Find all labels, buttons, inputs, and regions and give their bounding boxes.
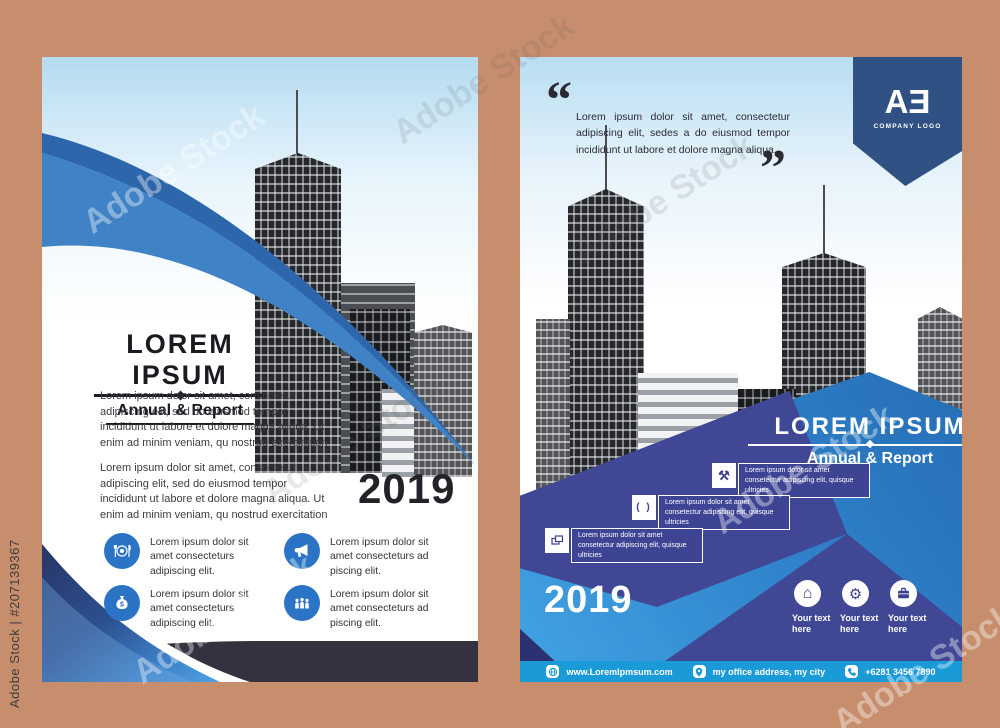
bottom-decoration (42, 525, 478, 682)
info-box-text: Lorem ipsum dolor sit amet consetectur a… (571, 528, 703, 564)
contact-phone: +6281 3456 7890 (865, 666, 936, 677)
dining-icon (104, 533, 140, 569)
phone-icon (845, 665, 859, 678)
contact-website: www.LoremIpmsum.com (566, 666, 673, 677)
antenna-spire (296, 90, 298, 156)
logo-label: COMPANY LOGO (873, 123, 942, 130)
megaphone-icon (284, 533, 320, 569)
title-block-right: LOREM IPSUM Annual & Report (748, 413, 962, 468)
briefcase-icon (890, 580, 917, 607)
antenna-spire (605, 125, 607, 191)
money-bag-icon: $ (104, 585, 140, 621)
diamond-ornament (865, 439, 875, 449)
body-paragraph: Lorem ipsum dolor sit amet, consectetur … (100, 390, 328, 449)
page-subtitle: Annual & Report (806, 450, 934, 467)
svg-text:$: $ (120, 602, 124, 609)
contact-bar: www.LoremIpmsum.com my office address, m… (520, 661, 962, 682)
code-icon: ( ) (632, 495, 656, 520)
people-icon (284, 585, 320, 621)
brochure-page-right: “ Lorem ipsum dolor sit amet, consectetu… (520, 57, 962, 682)
info-item-label: Your text here (888, 613, 927, 635)
year-label: 2019 (358, 465, 456, 512)
tools-icon: ⚒ (712, 463, 736, 488)
feature-text: Lorem ipsum dolor sit amet consecteturs … (150, 589, 249, 629)
feature-item: Lorem ipsum dolor sit amet consecteturs … (104, 533, 274, 579)
gear-icon: ⚙ (842, 580, 869, 607)
info-box: Lorem ipsum dolor sit amet consetectur a… (545, 528, 703, 564)
page-title: LOREM IPSUM (126, 329, 234, 390)
info-box: ⚒ Lorem ipsum dolor sit amet consetectur… (712, 463, 870, 499)
close-quote-mark: ” (760, 140, 786, 197)
blue-swoosh (42, 133, 475, 465)
info-box-text: Lorem ipsum dolor sit amet consetectur a… (658, 495, 790, 531)
open-quote-mark: “ (546, 72, 572, 129)
quote-text: Lorem ipsum dolor sit amet, consectetur … (576, 111, 790, 156)
contact-address: my office address, my city (712, 666, 826, 677)
location-pin-icon (692, 665, 706, 678)
info-item-label: Your text here (840, 613, 879, 635)
feature-item: $ Lorem ipsum dolor sit amet consectetur… (104, 585, 274, 631)
globe-icon (546, 665, 560, 678)
logo-mark: AƎ (884, 83, 931, 120)
antenna-spire (823, 185, 825, 255)
info-box-text: Lorem ipsum dolor sit amet consetectur a… (738, 463, 870, 499)
title-block-left: LOREM IPSUM Annual & Report (94, 329, 266, 425)
info-item: Your text here (888, 580, 936, 636)
info-item: ⌂ Your text here (792, 580, 840, 636)
subtitle-underline (106, 423, 254, 425)
brochure-page-left: LOREM IPSUM Annual & Report Lorem ipsum … (42, 57, 478, 682)
year-label: 2019 (544, 579, 633, 621)
feature-text: Lorem ipsum dolor sit amet consecteturs … (150, 537, 249, 577)
title-underline (748, 444, 962, 446)
page-title: LOREM IPSUM (774, 413, 962, 440)
info-item-label: Your text here (792, 613, 831, 635)
info-box: ( ) Lorem ipsum dolor sit amet consetect… (632, 495, 790, 531)
feature-text: Lorem ipsum dolor sit amet consecteturs … (330, 537, 429, 577)
skyscraper (382, 389, 414, 477)
info-item: ⚙ Your text here (840, 580, 888, 636)
feature-item: Lorem ipsum dolor sit amet consecteturs … (284, 533, 454, 579)
stock-id-label: Adobe Stock | #207139367 (7, 539, 22, 708)
copy-icon (545, 528, 569, 553)
home-icon: ⌂ (794, 580, 821, 607)
feature-text: Lorem ipsum dolor sit amet consecteturs … (330, 589, 429, 629)
body-paragraph: Lorem ipsum dolor sit amet, consectetur … (100, 462, 328, 521)
page-subtitle: Annual & Report (116, 402, 244, 419)
feature-item: Lorem ipsum dolor sit amet consecteturs … (284, 585, 454, 631)
